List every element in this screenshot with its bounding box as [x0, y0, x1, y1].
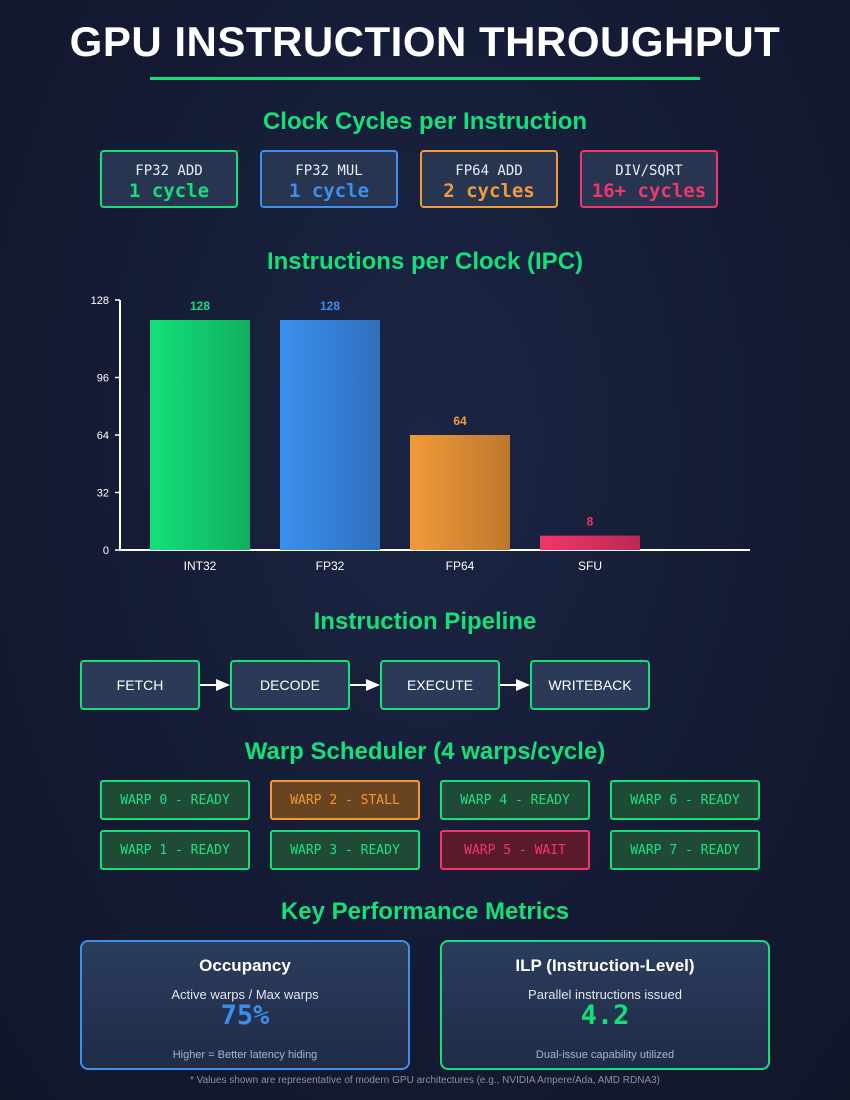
arrow-right-icon: [500, 679, 530, 691]
occupancy-title: Occupancy: [199, 956, 291, 975]
y-tick-label: 0: [103, 545, 109, 557]
pipeline-stage-execute: EXECUTE: [380, 660, 500, 710]
page-title: GPU INSTRUCTION THROUGHPUT: [69, 18, 781, 65]
warp-4-status: WARP 4 - READY: [440, 780, 590, 820]
cycle-card-label: FP32 ADD: [135, 163, 203, 179]
x-tick-label: INT32: [184, 559, 217, 573]
cycle-card-label: FP32 MUL: [295, 163, 363, 179]
x-tick-label: SFU: [578, 559, 602, 573]
arrow-right-icon: [200, 679, 230, 691]
bar-value-label: 128: [320, 299, 340, 313]
cycles-section-title: Clock Cycles per Instruction: [262, 108, 588, 135]
ilp-subtitle: Parallel instructions issued: [528, 987, 682, 1002]
y-tick-label: 128: [91, 295, 109, 307]
bar-sfu: [540, 535, 640, 550]
ilp-title: ILP (Instruction-Level): [515, 956, 695, 975]
cycle-card-label: DIV/SQRT: [615, 163, 683, 179]
bar-value-label: 64: [453, 414, 467, 428]
ipc-bar-chart: 0 32 64 96 128 128 INT32 128 FP32 64 FP64 8 SFU: [91, 295, 750, 573]
warp-6-status: WARP 6 - READY: [610, 780, 760, 820]
cycle-card-fp32-mul: FP32 MUL 1 cycle: [260, 150, 398, 208]
bar-value-label: 128: [190, 299, 210, 313]
warp-2-status: WARP 2 - STALL: [270, 780, 420, 820]
metrics-section-title: Key Performance Metrics: [280, 898, 570, 925]
ilp-footer: Dual-issue capability utilized: [535, 1049, 675, 1061]
bar-value-label: 8: [587, 515, 594, 529]
pipeline-stage-fetch: FETCH: [80, 660, 200, 710]
cycle-card-div-sqrt: DIV/SQRT 16+ cycles: [580, 150, 718, 208]
cycle-card-fp64-add: FP64 ADD 2 cycles: [420, 150, 558, 208]
cycle-card-fp32-add: FP32 ADD 1 cycle: [100, 150, 238, 208]
footnote: * Values shown are representative of mod…: [189, 1075, 661, 1086]
x-tick-label: FP64: [446, 559, 475, 573]
ilp-card: ILP (Instruction-Level) Parallel instruc…: [440, 940, 770, 1070]
warp-7-status: WARP 7 - READY: [610, 830, 760, 870]
cycle-card-value: 16+ cycles: [591, 180, 707, 202]
warp-1-status: WARP 1 - READY: [100, 830, 250, 870]
ipc-section-title: Instructions per Clock (IPC): [266, 248, 584, 275]
x-tick-label: FP32: [316, 559, 345, 573]
y-tick-label: 96: [97, 373, 109, 385]
cycle-card-value: 1 cycle: [128, 180, 210, 202]
bar-int32: [150, 320, 250, 550]
y-tick-label: 64: [97, 430, 109, 442]
pipeline-arrows: [200, 679, 530, 691]
occupancy-footer: Higher = Better latency hiding: [172, 1049, 318, 1061]
ilp-value: 4.2: [580, 1000, 630, 1031]
occupancy-value: 75%: [220, 1000, 270, 1031]
occupancy-card: Occupancy Active warps / Max warps 75% H…: [80, 940, 410, 1070]
pipeline-stage-writeback: WRITEBACK: [530, 660, 650, 710]
occupancy-subtitle: Active warps / Max warps: [171, 987, 319, 1002]
title-underline: [150, 77, 700, 80]
bar-fp64: [410, 435, 510, 550]
cycle-card-label: FP64 ADD: [455, 163, 523, 179]
warp-3-status: WARP 3 - READY: [270, 830, 420, 870]
arrow-right-icon: [350, 679, 380, 691]
pipeline-stage-decode: DECODE: [230, 660, 350, 710]
bar-fp32: [280, 320, 380, 550]
pipeline-section-title: Instruction Pipeline: [313, 608, 537, 635]
warp-5-status: WARP 5 - WAIT: [440, 830, 590, 870]
y-tick-label: 32: [97, 488, 109, 500]
cycle-card-value: 1 cycle: [288, 180, 370, 202]
cycle-card-value: 2 cycles: [443, 180, 535, 202]
warp-0-status: WARP 0 - READY: [100, 780, 250, 820]
scheduler-section-title: Warp Scheduler (4 warps/cycle): [244, 738, 606, 765]
